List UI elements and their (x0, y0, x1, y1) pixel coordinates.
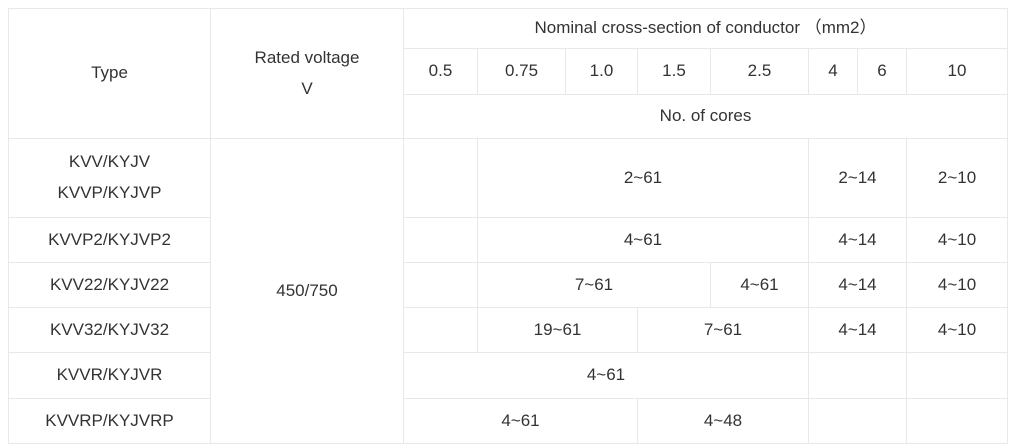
table-row: KVV22/KYJV22 7~61 4~61 4~14 4~10 (8, 262, 1009, 308)
table-row: KVV/KYJV KVVP/KYJVP 450/750 2~61 2~14 2~… (8, 138, 1009, 444)
empty-cell (808, 352, 907, 399)
rated-voltage-value-cell: 450/750 (210, 138, 404, 444)
empty-cell (403, 217, 478, 263)
type-cell: KVV/KYJV KVVP/KYJVP (8, 138, 211, 218)
size-header-6: 6 (857, 48, 907, 95)
table-row: KVVRP/KYJVRP 4~61 4~48 (8, 398, 1009, 444)
header-no-of-cores: No. of cores (402, 94, 1009, 139)
type-cell: KVVRP/KYJVRP (8, 398, 211, 444)
table-row: KVV32/KYJV32 19~61 7~61 4~14 4~10 (8, 307, 1009, 353)
header-row-sizes: 0.5 0.75 1.0 1.5 2.5 4 6 10 (9, 48, 1009, 95)
size-header-1.0: 1.0 (565, 48, 638, 95)
type-line: KVV/KYJV (68, 152, 151, 172)
size-header-0.75: 0.75 (477, 48, 566, 95)
header-row-top: Type Rated voltage V Nominal cross-secti… (8, 8, 1009, 139)
size-header-1.5: 1.5 (637, 48, 711, 95)
size-header-2.5: 2.5 (710, 48, 809, 95)
header-cross-section: Nominal cross-section of conductor （mm2） (402, 8, 1009, 49)
empty-cell (905, 352, 1009, 399)
header-type: Type (8, 8, 211, 139)
cores-range-cell: 4~14 (808, 307, 907, 353)
header-rated-voltage: Rated voltage V (210, 8, 404, 139)
cores-range-cell: 7~61 (477, 262, 711, 308)
table-row: KVVR/KYJVR 4~61 (8, 352, 1009, 399)
cores-range-cell: 4~61 (710, 262, 809, 308)
empty-cell (403, 262, 478, 308)
cores-range-cell: 4~61 (403, 398, 638, 444)
empty-cell (808, 398, 907, 444)
empty-cell (905, 398, 1009, 444)
cores-range-cell: 2~10 (905, 138, 1009, 218)
cores-range-cell: 4~10 (905, 307, 1009, 353)
empty-cell (403, 138, 478, 218)
cores-range-cell: 4~14 (808, 217, 907, 263)
cores-range-cell: 2~14 (808, 138, 907, 218)
header-row-cores: No. of cores (9, 94, 1009, 139)
type-cell: KVV22/KYJV22 (8, 262, 211, 308)
header-rated-voltage-label: Rated voltage (254, 47, 360, 67)
cores-range-cell: 2~61 (477, 138, 809, 218)
empty-cell (403, 307, 478, 353)
type-cell: KVVR/KYJVR (8, 352, 211, 399)
type-cell: KVV32/KYJV32 (8, 307, 211, 353)
type-cell: KVVP2/KYJVP2 (8, 217, 211, 263)
type-line: KVVP/KYJVP (57, 183, 162, 202)
size-header-4: 4 (808, 48, 858, 95)
size-header-0.5: 0.5 (403, 48, 478, 95)
cores-range-cell: 4~61 (403, 352, 809, 399)
header-rated-voltage-unit: V (301, 78, 313, 98)
cores-range-cell: 4~61 (477, 217, 809, 263)
table-row: KVVP2/KYJVP2 4~61 4~14 4~10 (8, 217, 1009, 263)
cores-range-cell: 4~10 (905, 217, 1009, 263)
cores-range-cell: 19~61 (477, 307, 638, 353)
conductor-spec-table: Type Rated voltage V Nominal cross-secti… (8, 8, 1009, 444)
cores-range-cell: 4~48 (637, 398, 809, 444)
cores-range-cell: 4~14 (808, 262, 907, 308)
cores-range-cell: 4~10 (905, 262, 1009, 308)
cores-range-cell: 7~61 (637, 307, 809, 353)
size-header-10: 10 (905, 48, 1009, 95)
